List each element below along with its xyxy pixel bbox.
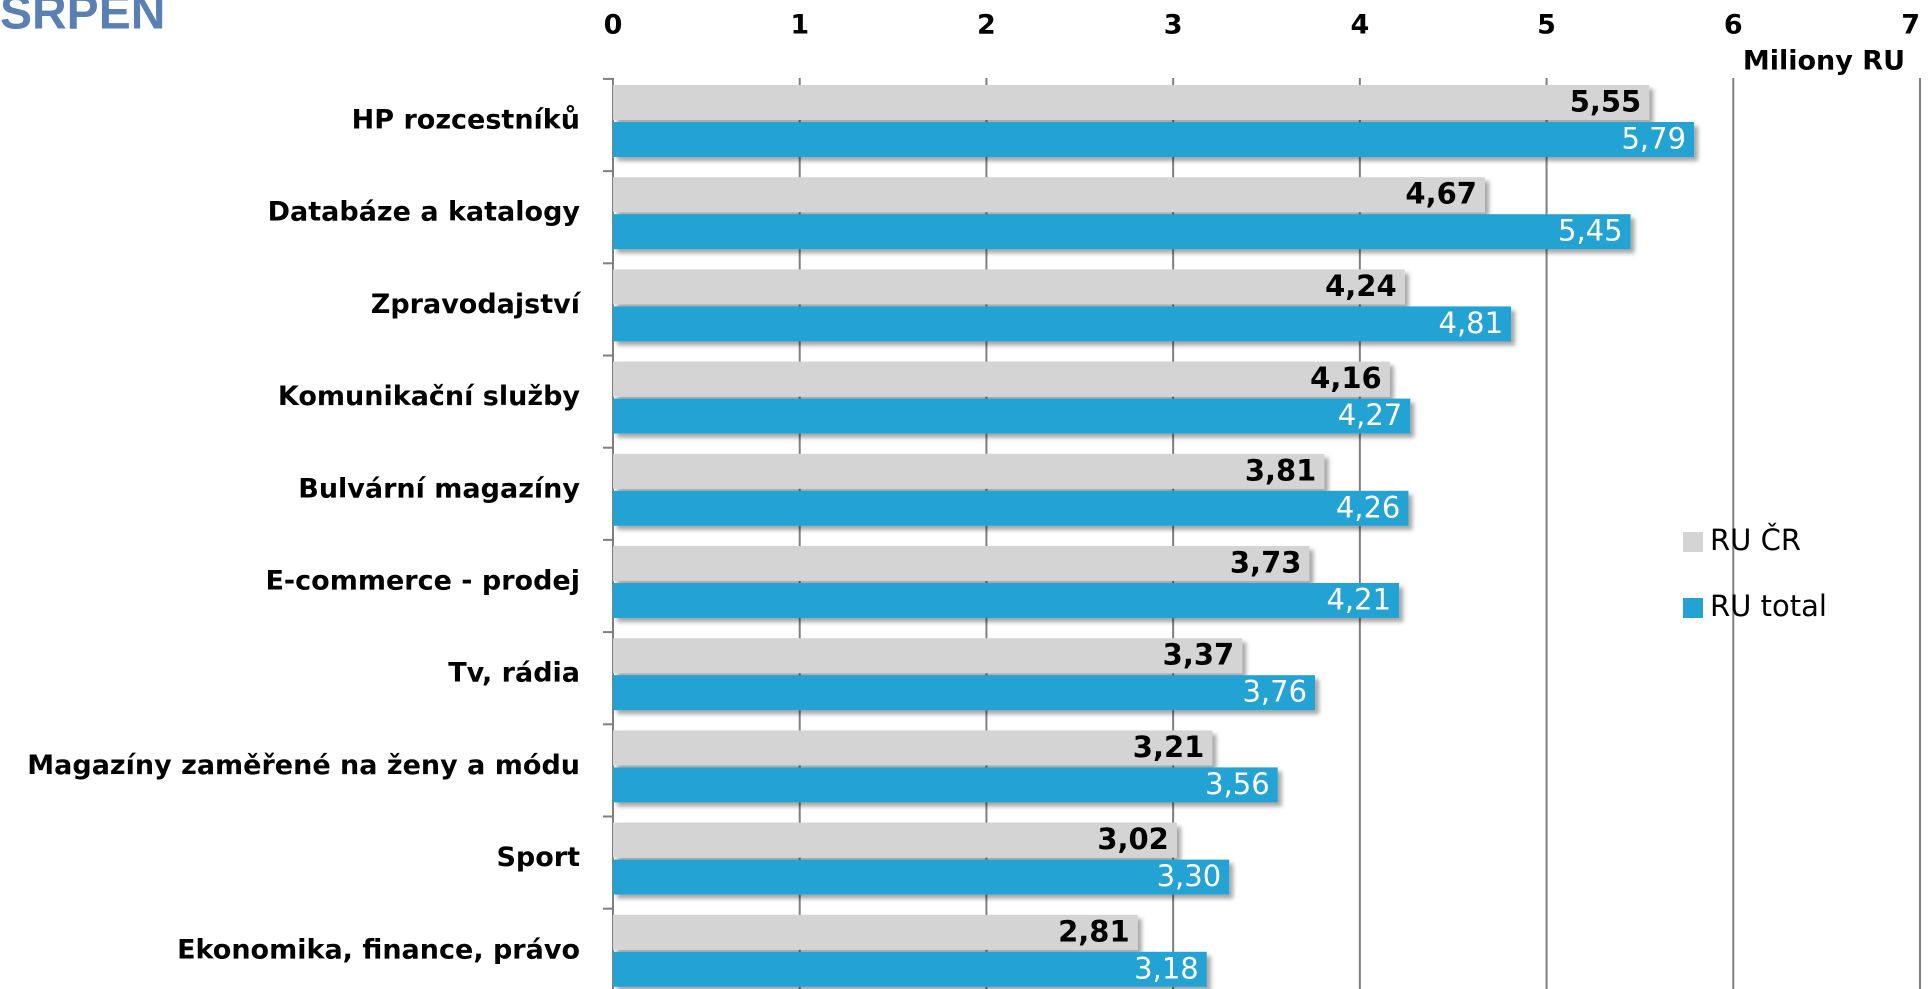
axis-title: Miliony RU — [1743, 46, 1905, 77]
x-tick-label: 6 — [1724, 10, 1743, 41]
value-label: 4,24 — [1325, 269, 1397, 303]
legend-swatch — [1683, 532, 1703, 552]
value-label: 4,27 — [1338, 398, 1403, 432]
y-tick-label: Tv, rádia — [448, 658, 580, 689]
y-tick-label: HP rozcestníků — [352, 105, 580, 136]
value-label: 4,16 — [1310, 361, 1382, 395]
value-label: 3,18 — [1134, 951, 1199, 985]
value-label: 3,81 — [1245, 453, 1317, 487]
bar — [613, 122, 1695, 157]
y-tick-label: E-commerce - prodej — [265, 566, 580, 597]
bar — [613, 638, 1243, 674]
value-label: 4,81 — [1439, 306, 1504, 340]
y-tick-label: Zpravodajství — [371, 289, 582, 320]
value-label: 5,79 — [1621, 122, 1686, 156]
value-label: 4,21 — [1326, 583, 1391, 617]
y-tick-label: Bulvární magazíny — [298, 473, 580, 504]
y-tick-label: Databáze a katalogy — [268, 197, 581, 228]
x-tick-label: 3 — [1164, 10, 1183, 41]
bar — [613, 85, 1650, 120]
bar — [613, 583, 1400, 618]
value-label: 4,67 — [1405, 177, 1477, 211]
y-tick-label: Komunikační služby — [278, 381, 580, 412]
value-label: 2,81 — [1058, 914, 1130, 948]
bar — [613, 767, 1278, 803]
value-label: 5,55 — [1570, 85, 1642, 119]
x-tick-label: 2 — [977, 10, 996, 41]
bar — [613, 822, 1177, 858]
bar — [613, 453, 1325, 489]
x-tick-label: 5 — [1537, 10, 1556, 41]
legend-label: RU total — [1710, 589, 1827, 623]
value-label: 3,30 — [1157, 859, 1222, 893]
bar — [613, 361, 1390, 397]
bar — [613, 214, 1631, 250]
x-tick-label: 4 — [1350, 10, 1369, 41]
bar — [613, 914, 1138, 950]
value-label: 3,73 — [1230, 546, 1302, 580]
legend-label: RU ČR — [1710, 523, 1801, 557]
value-label: 3,37 — [1163, 638, 1235, 672]
bar — [613, 951, 1207, 987]
value-label: 4,26 — [1336, 490, 1401, 524]
x-tick-label: 7 — [1901, 10, 1920, 41]
bar — [613, 546, 1310, 581]
x-tick-label: 0 — [604, 10, 623, 41]
value-label: 3,56 — [1205, 767, 1270, 801]
value-label: 3,76 — [1242, 675, 1307, 709]
value-label: 3,21 — [1133, 730, 1205, 764]
bar — [613, 177, 1485, 213]
y-tick-label: Ekonomika, finance, právo — [177, 934, 580, 965]
bar — [613, 306, 1512, 342]
bar — [613, 398, 1411, 434]
chart-title: SRPEN — [0, 0, 165, 40]
y-tick-label: Magazíny zaměřené na ženy a módu — [27, 750, 580, 781]
legend-swatch — [1683, 598, 1703, 618]
bar — [613, 675, 1316, 711]
value-label: 5,45 — [1558, 214, 1623, 248]
value-label: 3,02 — [1097, 822, 1169, 856]
bar — [613, 269, 1405, 305]
bar — [613, 730, 1213, 766]
bar — [613, 859, 1230, 895]
x-tick-label: 1 — [790, 10, 809, 41]
y-tick-label: Sport — [496, 842, 580, 873]
bar — [613, 490, 1409, 526]
